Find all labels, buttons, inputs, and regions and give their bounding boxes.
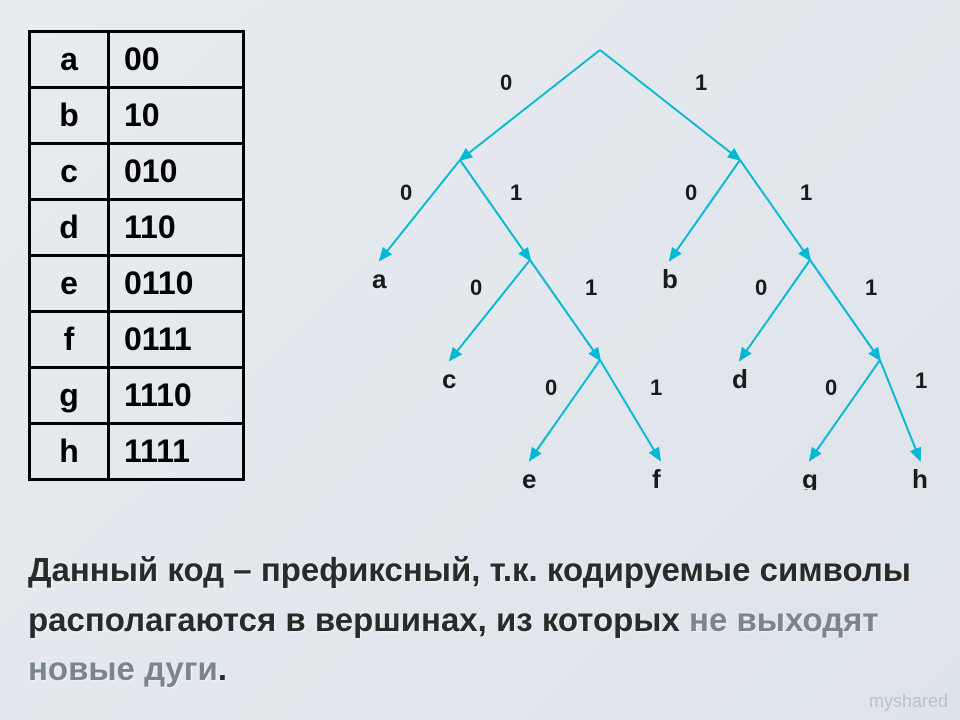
edge-label: 0: [545, 375, 557, 400]
tree-edge: [450, 260, 530, 360]
node-label-d: d: [732, 364, 748, 394]
symbol-cell: h: [30, 424, 109, 480]
edge-label: 1: [585, 275, 597, 300]
tree-edge: [460, 160, 530, 260]
symbol-cell: d: [30, 200, 109, 256]
edge-label: 1: [915, 368, 927, 393]
code-cell: 110: [109, 200, 244, 256]
edge-label: 0: [470, 275, 482, 300]
edge-label: 1: [865, 275, 877, 300]
node-label-c: c: [442, 364, 456, 394]
symbol-cell: a: [30, 32, 109, 88]
code-cell: 00: [109, 32, 244, 88]
tree-edge: [740, 260, 810, 360]
edge-label: 1: [800, 180, 812, 205]
symbol-cell: b: [30, 88, 109, 144]
edge-label: 0: [825, 375, 837, 400]
edge-label: 1: [510, 180, 522, 205]
code-cell: 0111: [109, 312, 244, 368]
table-row: e0110: [30, 256, 244, 312]
tree-edge: [600, 50, 740, 160]
edge-label: 1: [650, 375, 662, 400]
caption-text: Данный код – префиксный, т.к. кодируемые…: [28, 545, 930, 694]
edge-label: 1: [695, 70, 707, 95]
node-label-a: a: [372, 264, 387, 294]
node-label-f: f: [652, 464, 661, 490]
edge-label: 0: [400, 180, 412, 205]
symbol-cell: e: [30, 256, 109, 312]
tree-edge: [460, 50, 600, 160]
tree-edge: [380, 160, 460, 260]
code-cell: 010: [109, 144, 244, 200]
node-label-g: g: [802, 464, 818, 490]
tree-edge-labels: 0 1 0 1 0 1 0 1 0 1 0 1 0 1: [400, 70, 927, 400]
node-label-b: b: [662, 264, 678, 294]
code-table-body: a00b10c010d110e0110f0111g1110h1111: [30, 32, 244, 480]
table-row: c010: [30, 144, 244, 200]
tree-edge: [880, 360, 920, 460]
edge-label: 0: [755, 275, 767, 300]
tree-svg: 0 1 0 1 0 1 0 1 0 1 0 1 0 1 a b c d e f g h: [300, 30, 940, 490]
table-row: b10: [30, 88, 244, 144]
code-cell: 1110: [109, 368, 244, 424]
table-row: g1110: [30, 368, 244, 424]
table-row: a00: [30, 32, 244, 88]
tree-edge: [740, 160, 810, 260]
edge-label: 0: [500, 70, 512, 95]
code-cell: 1111: [109, 424, 244, 480]
table-row: f0111: [30, 312, 244, 368]
edge-label: 0: [685, 180, 697, 205]
code-cell: 0110: [109, 256, 244, 312]
prefix-tree: 0 1 0 1 0 1 0 1 0 1 0 1 0 1 a b c d e f g h: [300, 30, 940, 490]
node-label-e: e: [522, 464, 536, 490]
watermark: myshared: [869, 691, 948, 712]
code-table: a00b10c010d110e0110f0111g1110h1111: [28, 30, 245, 481]
caption-dash: –: [233, 551, 251, 588]
table-row: d110: [30, 200, 244, 256]
tree-edge: [810, 360, 880, 460]
tree-edge: [530, 360, 600, 460]
caption-part1: Данный код: [28, 551, 233, 588]
node-label-h: h: [912, 464, 928, 490]
symbol-cell: c: [30, 144, 109, 200]
caption-end: .: [218, 650, 227, 687]
code-cell: 10: [109, 88, 244, 144]
tree-edge: [670, 160, 740, 260]
symbol-cell: f: [30, 312, 109, 368]
symbol-cell: g: [30, 368, 109, 424]
table-row: h1111: [30, 424, 244, 480]
